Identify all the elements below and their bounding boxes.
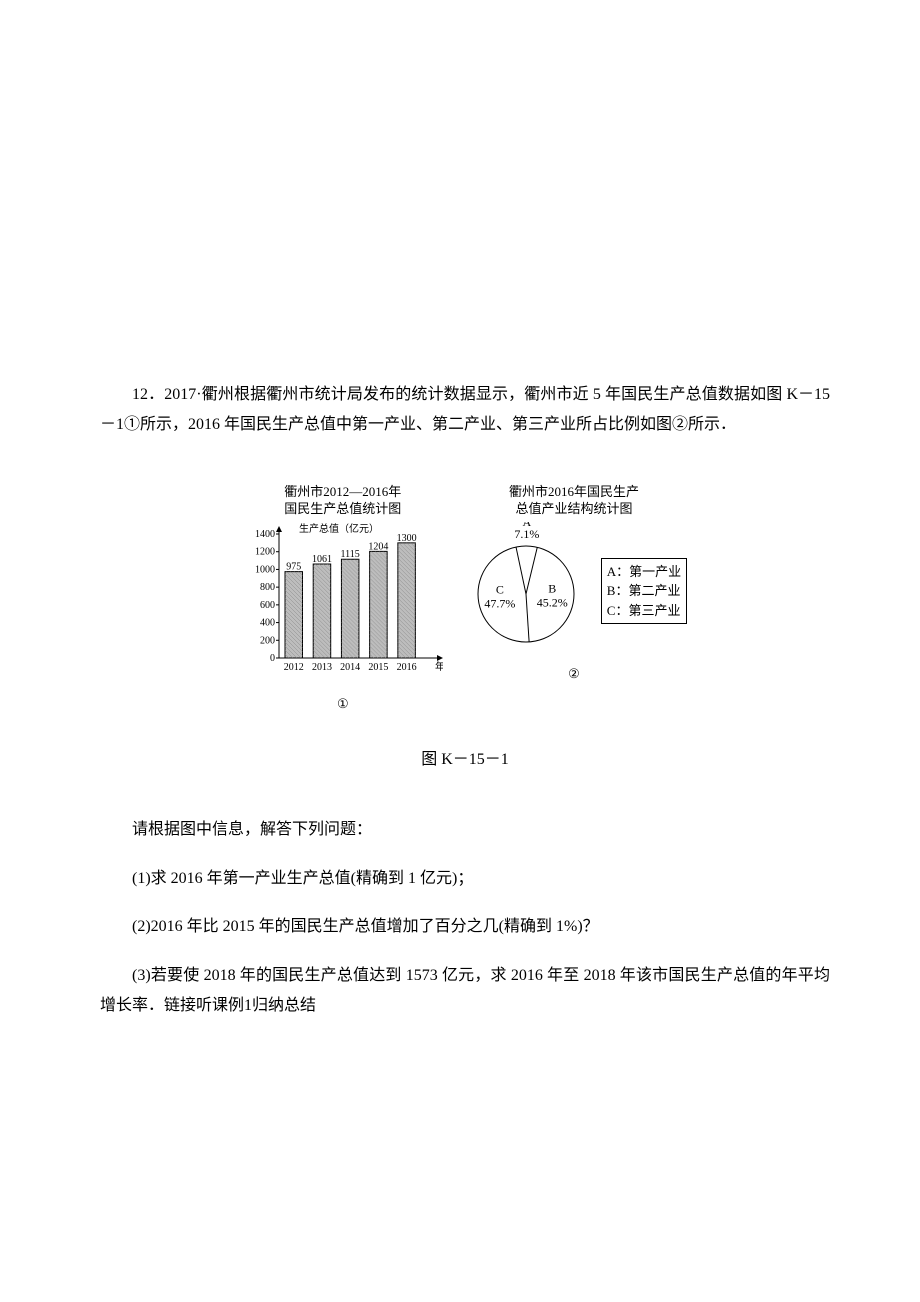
figure-caption: 图 K－15－1 xyxy=(100,745,830,775)
bar-chart: 生产总值（亿元） 0 200 400 600 800 1000 1200 1400 975 2012… xyxy=(243,522,443,691)
svg-text:生产总值（亿元）: 生产总值（亿元） xyxy=(299,522,379,535)
legend-b: B：第二产业 xyxy=(607,581,681,601)
svg-text:1115: 1115 xyxy=(340,549,359,560)
questions-lead: 请根据图中信息，解答下列问题： xyxy=(100,815,830,845)
svg-text:7.1%: 7.1% xyxy=(514,527,539,541)
svg-text:0: 0 xyxy=(270,653,275,664)
bar-chart-title-1: 衢州市2012—2016年 xyxy=(284,484,401,501)
svg-text:年份: 年份 xyxy=(435,660,443,673)
svg-text:975: 975 xyxy=(286,561,301,572)
bar-chart-sublabel: ① xyxy=(327,692,359,717)
svg-text:C: C xyxy=(496,582,504,596)
legend-a: A：第一产业 xyxy=(607,562,681,582)
svg-text:1200: 1200 xyxy=(255,546,275,557)
question-1: (1)求 2016 年第一产业生产总值(精确到 1 亿元)； xyxy=(100,864,830,894)
legend-c: C：第三产业 xyxy=(607,601,681,621)
intro-paragraph: 12．2017·衢州根据衢州市统计局发布的统计数据显示，衢州市近 5 年国民生产… xyxy=(100,380,830,441)
question-3: (3)若要使 2018 年的国民生产总值达到 1573 亿元，求 2016 年至… xyxy=(100,961,830,1022)
pie-chart-block: 衢州市2016年国民生产 总值产业结构统计图 A7.1%B45.2%C47.7%… xyxy=(461,484,687,687)
pie-chart-title-1: 衢州市2016年国民生产 xyxy=(509,484,639,501)
bar-chart-block: 衢州市2012—2016年 国民生产总值统计图 生产总值（亿元） 0 200 400 6… xyxy=(243,484,443,717)
svg-text:45.2%: 45.2% xyxy=(537,595,568,609)
question-2: (2)2016 年比 2015 年的国民生产总值增加了百分之几(精确到 1%)？ xyxy=(100,912,830,942)
svg-text:2013: 2013 xyxy=(312,662,332,673)
svg-text:B: B xyxy=(548,581,556,595)
svg-text:1000: 1000 xyxy=(255,564,275,575)
pie-legend: A：第一产业 B：第二产业 C：第三产业 xyxy=(601,558,687,625)
svg-text:2015: 2015 xyxy=(368,662,388,673)
svg-text:800: 800 xyxy=(260,582,275,593)
svg-text:1061: 1061 xyxy=(312,554,332,565)
pie-chart-title-2: 总值产业结构统计图 xyxy=(509,501,639,518)
bar-chart-title-2: 国民生产总值统计图 xyxy=(284,501,401,518)
svg-text:2016: 2016 xyxy=(396,662,416,673)
svg-text:2014: 2014 xyxy=(340,662,360,673)
svg-text:1300: 1300 xyxy=(396,532,416,543)
svg-text:600: 600 xyxy=(260,599,275,610)
svg-text:47.7%: 47.7% xyxy=(484,596,515,610)
svg-text:1204: 1204 xyxy=(368,541,388,552)
svg-text:2012: 2012 xyxy=(284,662,304,673)
svg-text:200: 200 xyxy=(260,635,275,646)
figure-k-15-1: 衢州市2012—2016年 国民生产总值统计图 生产总值（亿元） 0 200 400 6… xyxy=(100,477,830,717)
svg-text:1400: 1400 xyxy=(255,529,275,540)
pie-chart: A7.1%B45.2%C47.7% xyxy=(461,522,591,661)
svg-text:400: 400 xyxy=(260,617,275,628)
pie-chart-sublabel: ② xyxy=(558,662,590,687)
